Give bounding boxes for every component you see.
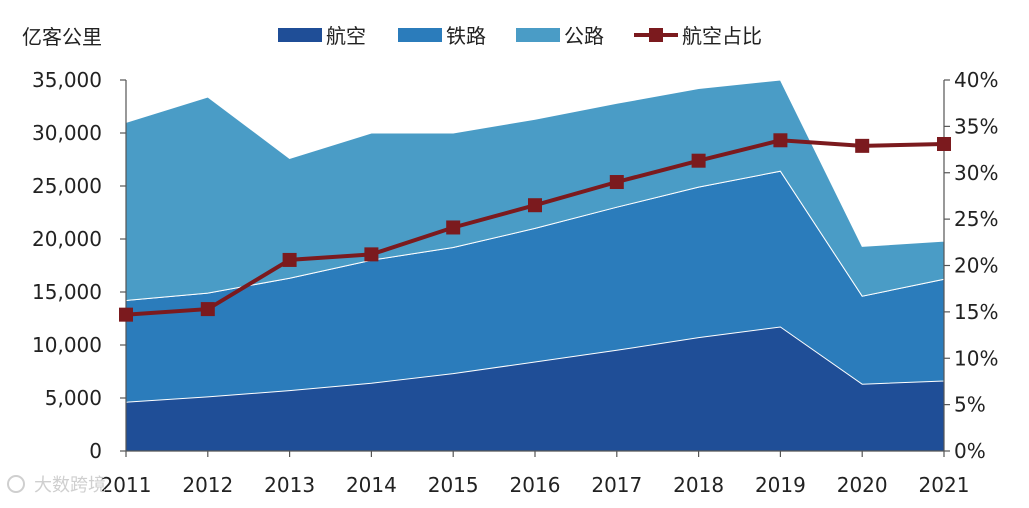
right-axis-tick-label: 15% [954,300,998,324]
right-axis-tick-label: 10% [954,346,998,370]
line-series-marker [855,138,870,153]
left-axis-tick-label: 15,000 [32,280,102,304]
legend-swatch [398,28,442,42]
legend-swatch [278,28,322,42]
left-axis-tick-label: 5,000 [45,386,102,410]
line-series-marker [691,153,706,168]
right-axis-tick-label: 0% [954,439,986,463]
line-series-marker [119,307,133,322]
right-axis-tick-label: 5% [954,393,986,417]
axes-group: 0 5,000 10,000 15,000 20,000 25,000 30,000 35,0… [32,68,998,497]
legend-marker-swatch [649,28,663,42]
legend: 航空 铁路 公路 航空占比 [278,24,762,48]
legend-item-1: 航空 [278,24,366,48]
line-series-marker [609,175,624,190]
right-axis-tick-label: 20% [954,254,998,278]
x-axis-tick-label: 2020 [837,473,888,497]
legend-item-4: 航空占比 [634,24,762,48]
left-axis-tick-label: 0 [89,439,102,463]
line-series-marker [528,198,542,213]
x-axis-tick-label: 2012 [182,473,233,497]
x-axis-tick-label: 2021 [919,473,970,497]
left-axis-tick-label: 25,000 [32,174,102,198]
x-axis-tick-label: 2017 [591,473,642,497]
left-axis-tick-label: 30,000 [32,121,102,145]
area-series-1 [126,327,944,451]
line-series-group [119,133,951,322]
line-series-marker [200,302,215,317]
right-axis-tick-label: 25% [954,207,998,231]
x-axis-tick-label: 2019 [755,473,806,497]
x-axis-tick-label: 2013 [264,473,315,497]
legend-item-2: 铁路 [398,24,486,48]
legend-label: 航空 [326,24,366,48]
legend-label: 公路 [564,24,604,48]
line-series-marker [773,133,788,148]
right-axis-tick-label: 40% [954,68,998,92]
line-series-marker [364,247,379,262]
left-axis-tick-label: 10,000 [32,333,102,357]
legend-label: 铁路 [446,24,486,48]
legend-label: 航空占比 [682,24,762,48]
x-axis-tick-label: 2015 [428,473,479,497]
left-axis-tick-label: 35,000 [32,68,102,92]
watermark-text: 大数跨境 [34,475,106,496]
right-axis-tick-label: 30% [954,161,998,185]
legend-swatch [516,28,560,42]
area-series-group [125,79,945,451]
x-axis-tick-label: 2011 [101,473,152,497]
x-axis-tick-label: 2014 [346,473,397,497]
legend-item-3: 公路 [516,24,604,48]
x-axis-tick-label: 2016 [510,473,561,497]
line-series-marker [937,136,951,151]
line-series-marker [446,220,461,235]
x-axis-tick-label: 2018 [673,473,724,497]
right-axis-tick-label: 35% [954,114,998,138]
y-axis-title: 亿客公里 [22,25,102,49]
line-series-marker [282,252,297,267]
left-axis-tick-label: 20,000 [32,227,102,251]
watermark: 大数跨境 [7,475,106,496]
watermark-logo-icon [7,475,25,493]
